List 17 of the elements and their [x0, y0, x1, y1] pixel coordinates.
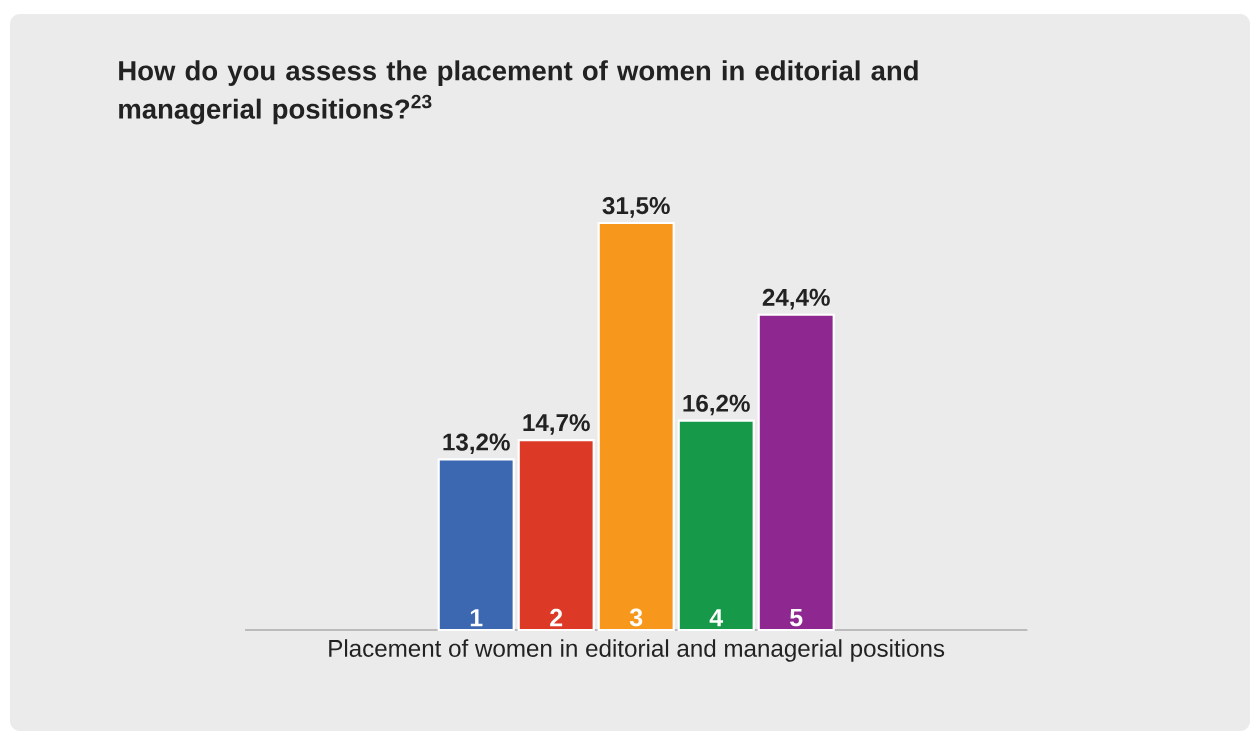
x-tick-label: 1: [470, 609, 483, 627]
x-axis-title: Placement of women in editorial and managerial positions: [329, 639, 945, 662]
data-label: 14,7%: [523, 414, 590, 435]
chart-title: How do you assess the placement of women in editorial and managerial positions?$^{23}$: [119, 60, 918, 125]
bar: [677, 419, 755, 632]
data-label: 24,4%: [762, 288, 830, 310]
x-tick-label: 3: [629, 608, 643, 627]
data-label: 31,5%: [602, 197, 670, 218]
data-label: 16,2%: [683, 394, 750, 416]
bar: [597, 221, 675, 632]
x-tick-label: 2: [550, 608, 563, 627]
x-tick-label: 5: [790, 608, 803, 627]
bar: [517, 438, 595, 632]
bar: [437, 458, 515, 632]
x-tick-label: 4: [709, 609, 724, 627]
data-label: 13,2%: [443, 433, 510, 455]
bar: [757, 313, 835, 632]
